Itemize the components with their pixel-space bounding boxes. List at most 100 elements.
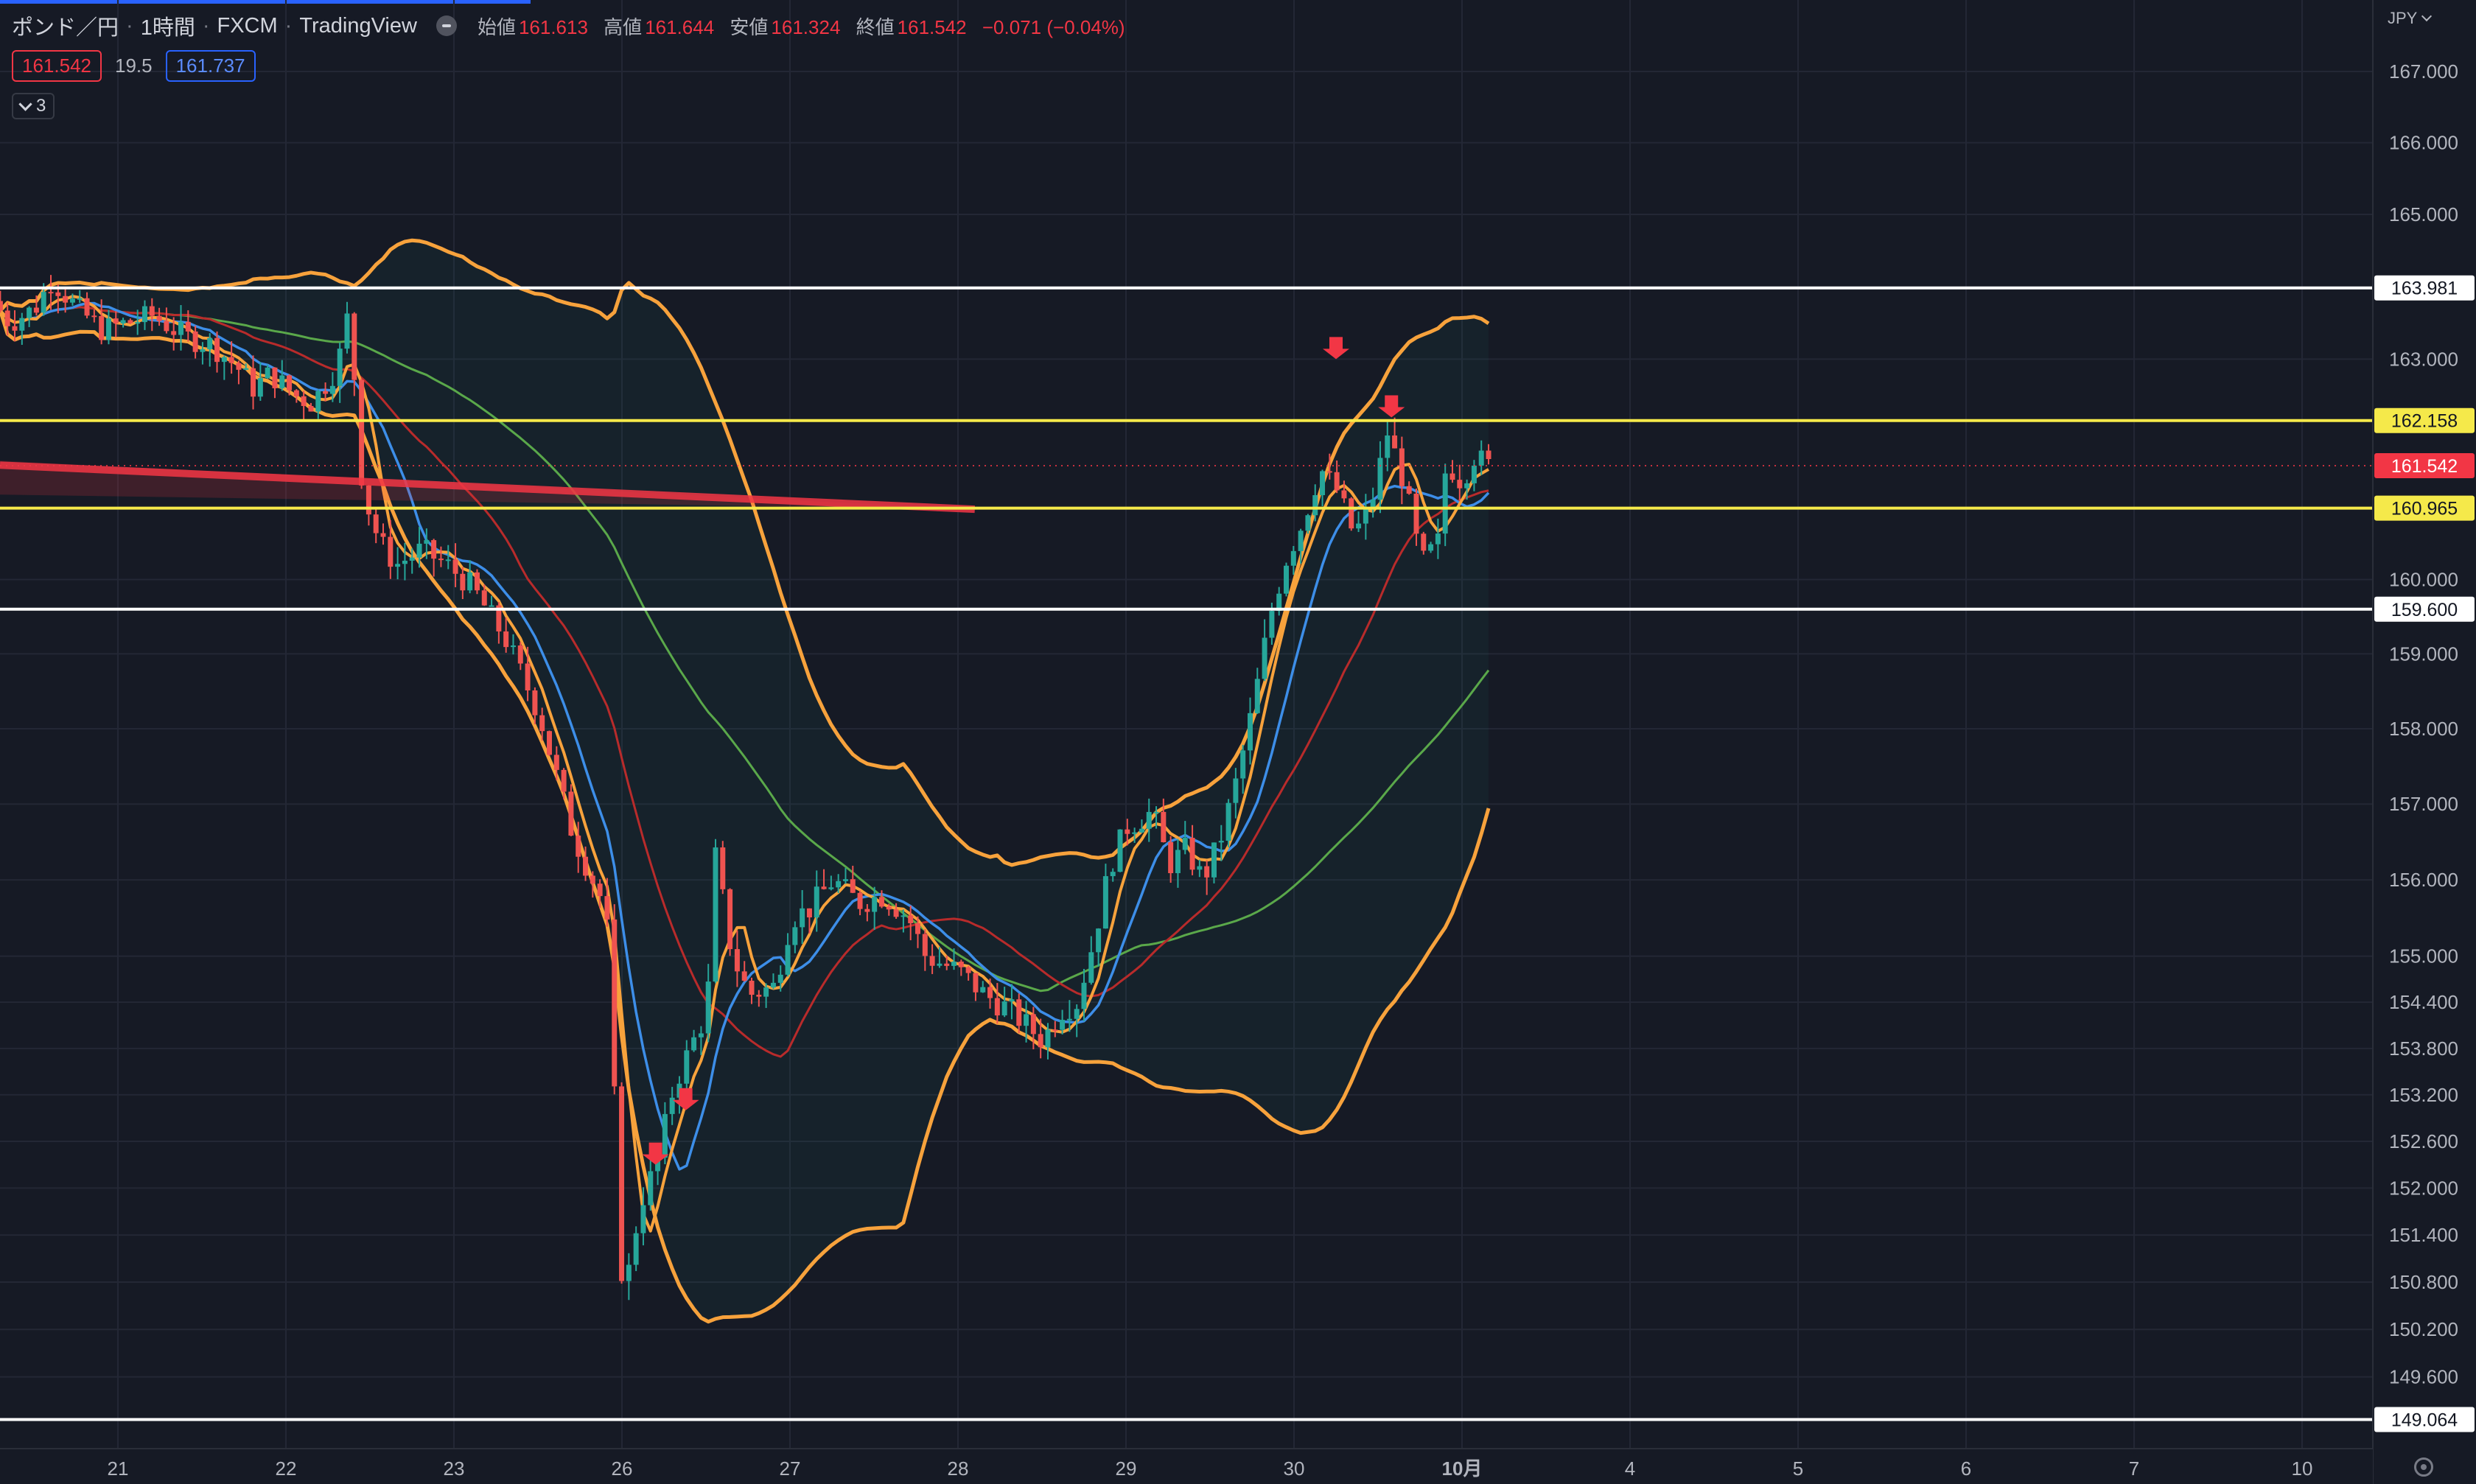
candle-body xyxy=(1125,829,1130,834)
candle-body xyxy=(1052,1029,1058,1032)
candle-body xyxy=(547,731,553,755)
candle-body xyxy=(1146,811,1152,829)
candle-body xyxy=(141,306,147,323)
candle-body xyxy=(539,715,545,732)
candle-body xyxy=(27,307,32,318)
candle-body xyxy=(1168,842,1174,873)
candle-body xyxy=(1421,533,1427,551)
candle-body xyxy=(91,315,97,318)
price-tick-label: 167.000 xyxy=(2389,60,2458,83)
price-tick-label: 163.000 xyxy=(2389,348,2458,370)
sell-price-button[interactable]: 161.542 xyxy=(12,50,102,82)
candle-body xyxy=(763,987,769,997)
down-arrow-marker xyxy=(642,1142,669,1165)
interval-label[interactable]: 1時間 xyxy=(140,16,195,40)
time-tick-label: 21 xyxy=(108,1457,129,1480)
candle-body xyxy=(619,1086,625,1281)
time-tick-label: 28 xyxy=(948,1457,969,1480)
price-axis-tag-label: 149.064 xyxy=(2391,1410,2458,1430)
candle-body xyxy=(828,887,834,889)
candle-body xyxy=(127,320,133,323)
price-tick-label: 152.000 xyxy=(2389,1177,2458,1199)
candle-body xyxy=(951,962,957,966)
buy-price-button[interactable]: 161.737 xyxy=(165,50,256,82)
price-tick-label: 165.000 xyxy=(2389,203,2458,225)
candle-body xyxy=(842,879,848,881)
candle-body xyxy=(713,847,718,982)
candle-body xyxy=(568,791,574,836)
candle-body xyxy=(113,318,119,323)
candle-body xyxy=(380,533,386,537)
ma-fast-blue-line xyxy=(0,301,1490,1171)
price-axis-panel xyxy=(2373,0,2476,1484)
candle-body xyxy=(749,980,755,995)
price-tick-label: 152.600 xyxy=(2389,1130,2458,1152)
down-arrow-marker xyxy=(1323,337,1349,360)
candle-body xyxy=(1060,1020,1066,1030)
currency-selector[interactable]: JPY xyxy=(2388,9,2433,28)
candle-body xyxy=(236,363,242,370)
candle-body xyxy=(424,540,430,544)
candle-body xyxy=(301,396,307,407)
candle-body xyxy=(1486,450,1491,460)
candle-body xyxy=(1276,593,1282,612)
candle-body xyxy=(214,337,220,363)
candle-body xyxy=(1320,471,1326,496)
price-axis-tag-label: 160.965 xyxy=(2391,499,2458,519)
candle-body xyxy=(980,987,986,993)
candle-body xyxy=(445,559,451,561)
candle-body xyxy=(741,971,747,981)
candle-body xyxy=(200,349,206,352)
candle-body xyxy=(1457,480,1463,489)
quote-row: 161.542 19.5 161.737 xyxy=(12,50,256,82)
candle-body xyxy=(1478,450,1484,466)
candle-body xyxy=(388,536,394,567)
price-axis-tag-label: 163.981 xyxy=(2391,279,2458,299)
top-progress-bar xyxy=(0,0,531,4)
candle-body xyxy=(987,987,993,998)
candle-body xyxy=(922,934,928,956)
candle-body xyxy=(77,298,83,300)
candle-body xyxy=(893,909,899,917)
candle-body xyxy=(800,908,805,928)
candle-body xyxy=(1471,465,1477,483)
candle-body xyxy=(228,357,234,363)
candle-body xyxy=(1399,448,1405,486)
candle-body xyxy=(293,390,299,396)
candle-body xyxy=(1298,531,1304,551)
price-tick-label: 160.000 xyxy=(2389,568,2458,590)
candle-body xyxy=(1406,486,1412,494)
candle-body xyxy=(496,605,502,631)
time-tick-label: 30 xyxy=(1284,1457,1305,1480)
indicators-collapse-button[interactable]: 3 xyxy=(12,93,55,119)
symbol-name[interactable]: ポンド／円 xyxy=(12,16,119,40)
price-tick-label: 153.200 xyxy=(2389,1084,2458,1106)
candle-body xyxy=(503,631,509,648)
candle-body xyxy=(590,875,595,884)
candle-body xyxy=(481,590,487,606)
price-tick-label: 155.000 xyxy=(2389,945,2458,967)
candle-body xyxy=(814,886,819,918)
price-tick-label: 149.600 xyxy=(2389,1366,2458,1388)
price-axis-tag-label: 159.600 xyxy=(2391,600,2458,620)
candle-body xyxy=(329,385,335,394)
ohlc-values: 始値 161.613 高値 161.644 安値 161.324 終値 161.542 … xyxy=(478,13,1136,40)
trend-line xyxy=(0,461,976,514)
market-status-icon[interactable] xyxy=(436,15,457,36)
candle-body xyxy=(416,543,422,558)
candle-body xyxy=(1464,483,1470,489)
time-tick-label: 27 xyxy=(780,1457,801,1480)
candle-body xyxy=(1305,515,1311,531)
candle-body xyxy=(1334,472,1340,491)
candle-body xyxy=(878,897,884,907)
price-tick-label: 150.800 xyxy=(2389,1271,2458,1293)
spread-value: 19.5 xyxy=(114,55,153,77)
candle-body xyxy=(604,896,610,920)
gear-icon[interactable] xyxy=(2414,1457,2433,1477)
candle-body xyxy=(937,963,943,966)
candle-body xyxy=(576,836,581,857)
candle-body xyxy=(777,974,783,983)
bollinger-band-fill xyxy=(0,240,1489,1322)
close-value: 161.542 xyxy=(897,15,967,38)
